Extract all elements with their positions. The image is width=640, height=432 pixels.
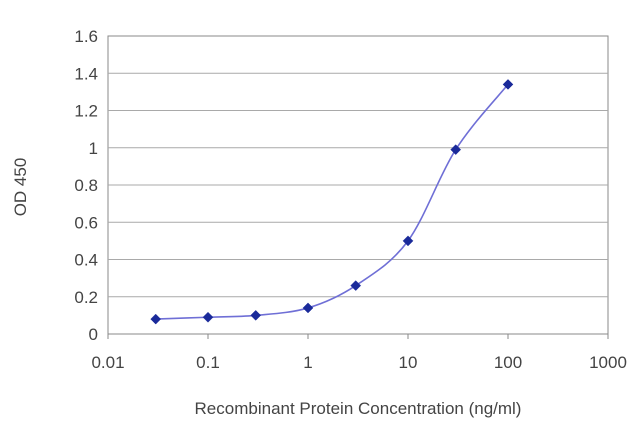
y-tick-labels: 0 0.2 0.4 0.6 0.8 1 1.2 1.4 1.6	[74, 27, 98, 344]
x-tick-marks	[107, 334, 609, 339]
y-tick-label: 1	[89, 139, 98, 158]
data-point	[302, 302, 314, 314]
x-tick-labels: 0.01 0.1 1 10 100 1000	[91, 353, 626, 372]
y-tick-label: 1.6	[74, 27, 98, 46]
y-tick-label: 0	[89, 325, 98, 344]
data-point	[350, 280, 362, 291]
series-layer	[150, 79, 514, 325]
y-tick-label: 0.4	[74, 251, 98, 270]
data-point	[150, 313, 162, 325]
y-tick-label: 0.6	[74, 213, 98, 232]
data-point	[450, 144, 462, 155]
data-point	[502, 79, 514, 90]
x-axis-title: Recombinant Protein Concentration (ng/ml…	[195, 399, 522, 418]
x-tick-label: 0.1	[196, 353, 220, 372]
y-tick-label: 0.2	[74, 288, 98, 307]
y-tick-label: 1.4	[74, 64, 98, 83]
x-tick-label: 100	[494, 353, 522, 372]
grid-layer	[108, 72, 608, 298]
data-point	[402, 235, 414, 247]
data-point	[202, 311, 214, 323]
x-tick-label: 1000	[589, 353, 627, 372]
x-tick-label: 0.01	[91, 353, 124, 372]
x-tick-label: 10	[399, 353, 418, 372]
data-point	[250, 310, 262, 321]
y-tick-label: 0.8	[74, 176, 98, 195]
x-tick-label: 1	[303, 353, 312, 372]
y-axis-title: OD 450	[11, 158, 30, 217]
y-tick-label: 1.2	[74, 102, 98, 121]
